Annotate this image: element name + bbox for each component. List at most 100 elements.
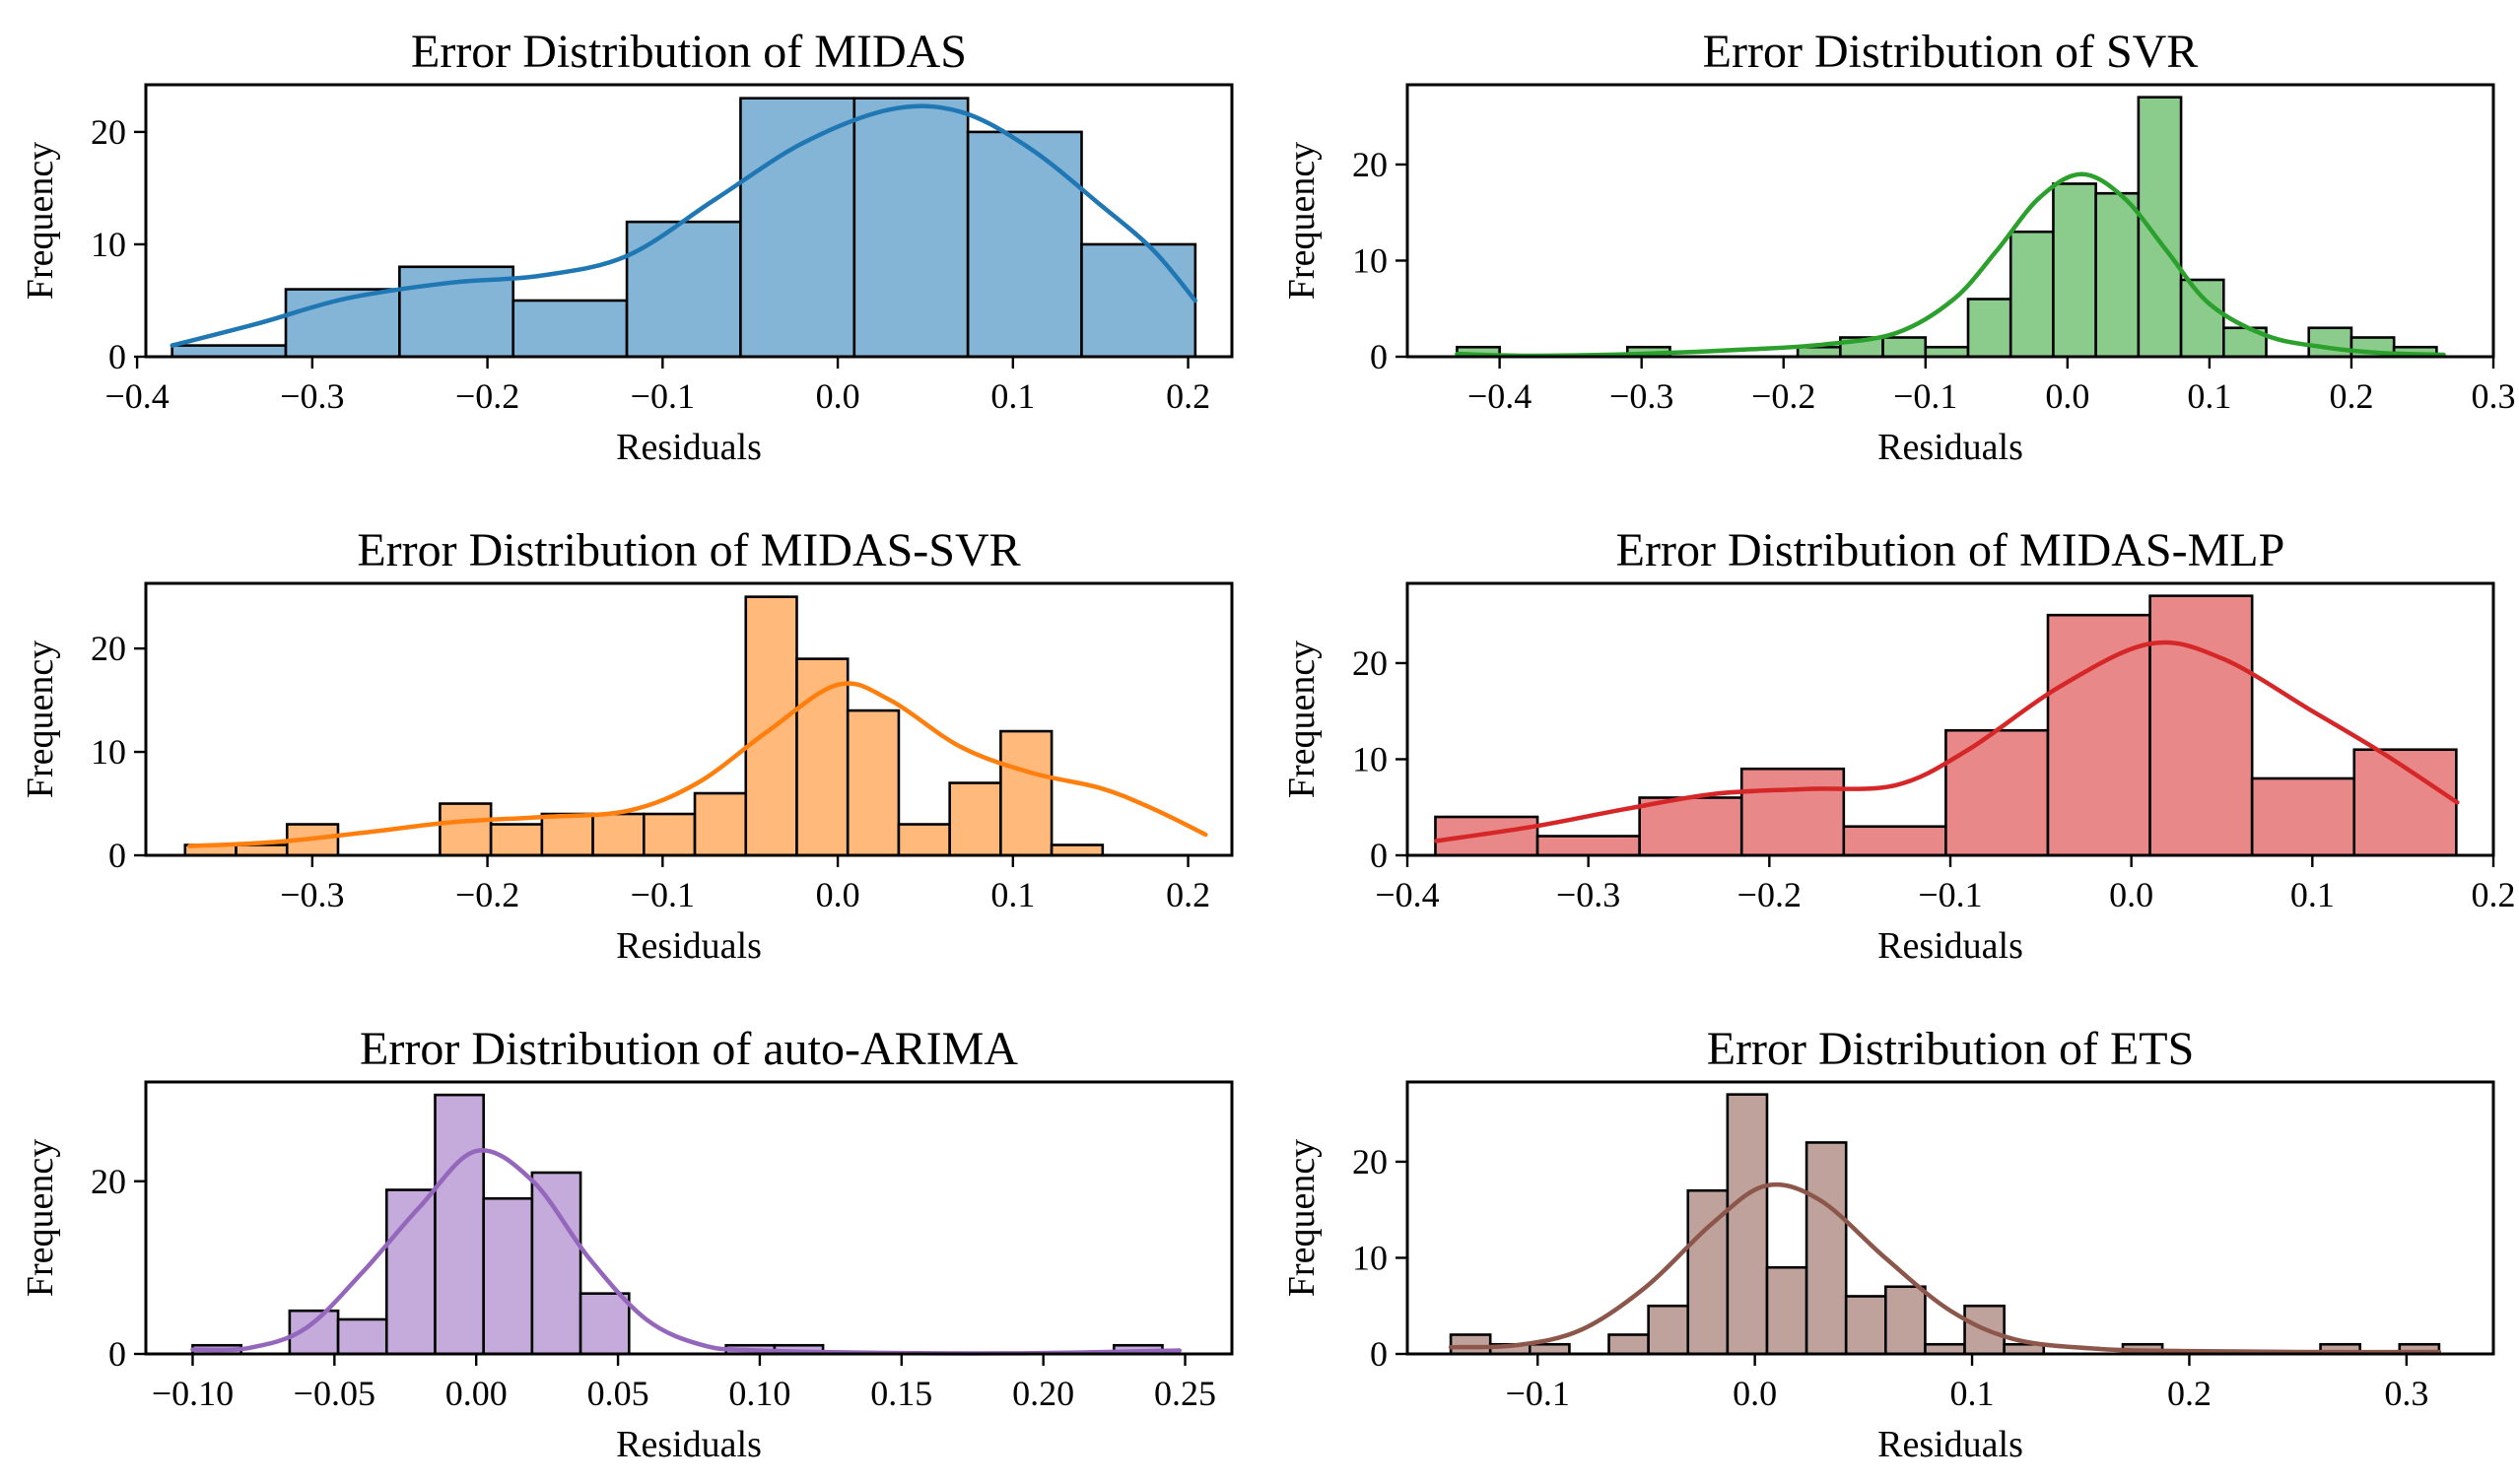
axes-frame [1405, 83, 2495, 359]
axes-frame [144, 1080, 1234, 1356]
x-axis-label: Residuals [1877, 925, 2023, 967]
chart-title: Error Distribution of ETS [1707, 1023, 2195, 1075]
histogram-bar [795, 657, 850, 857]
chart-panel-2: Error Distribution of SVR −0.4 −0.3 −0.2 −0.… [1281, 26, 2516, 468]
x-axis-label: Residuals [616, 1424, 762, 1465]
histogram-bar [2137, 96, 2183, 359]
x-tick-label: −0.1 [1506, 1374, 1570, 1413]
histogram-bar [1884, 1285, 1927, 1356]
y-axis-label: Frequency [1281, 142, 1323, 300]
y-tick-label: 10 [1352, 739, 1388, 778]
chart-panel-5: Error Distribution of auto-ARIMA −0.10 −0.… [20, 1023, 1234, 1465]
histogram-bar [643, 812, 697, 857]
histogram-bar [170, 344, 288, 359]
histogram-bar [852, 97, 970, 359]
histogram-bar [739, 97, 856, 359]
x-tick-label: −0.3 [280, 376, 344, 416]
histogram-bar [1765, 1265, 1808, 1356]
histogram-bar [1739, 767, 1846, 857]
x-tick-label: 0.2 [2167, 1374, 2212, 1413]
y-tick-label: 10 [1352, 240, 1388, 280]
histogram-bar [1080, 242, 1197, 359]
histogram-bar [693, 791, 748, 857]
x-tick-label: 0.1 [2290, 875, 2335, 914]
histogram-bar [1966, 298, 2012, 359]
y-tick-label: 10 [1352, 1238, 1388, 1277]
histogram-bar [336, 1317, 388, 1356]
y-axis-label: Frequency [1281, 1139, 1323, 1297]
chart-title: Error Distribution of MIDAS-MLP [1616, 524, 2285, 576]
x-axis-label: Residuals [616, 427, 762, 468]
histogram-bar [846, 708, 901, 857]
y-tick-label: 0 [1370, 836, 1388, 875]
histogram-bar [511, 299, 629, 359]
y-tick-label: 20 [1352, 1142, 1388, 1181]
histogram-bar [1804, 1141, 1848, 1356]
histogram-bar [482, 1196, 534, 1356]
x-tick-label: −0.2 [455, 875, 519, 914]
x-tick-label: −0.1 [1893, 376, 1957, 416]
histogram-bar [1944, 728, 2050, 857]
x-tick-label: 0.0 [1733, 1374, 1777, 1413]
x-axis-label: Residuals [616, 925, 762, 967]
chart-panel-4: Error Distribution of MIDAS-MLP −0.4 −0.3 −… [1281, 524, 2516, 967]
y-tick-label: 0 [108, 836, 126, 875]
x-tick-label: −0.4 [1467, 376, 1532, 416]
y-tick-label: 0 [1370, 337, 1388, 376]
histogram-bar [591, 812, 646, 857]
kde-curve [1434, 640, 2460, 843]
x-tick-label: −0.1 [631, 376, 695, 416]
x-tick-label: −0.2 [455, 376, 519, 416]
x-axis-label: Residuals [1877, 1424, 2023, 1465]
axes-frame [144, 581, 1234, 857]
chart-title: Error Distribution of auto-ARIMA [360, 1023, 1018, 1075]
histogram-bar [2052, 182, 2097, 359]
histogram-bar [1050, 843, 1105, 857]
x-tick-label: 0.1 [990, 875, 1035, 914]
x-tick-label: 0.2 [2472, 875, 2516, 914]
y-tick-label: 20 [91, 629, 126, 668]
x-tick-label: 0.2 [2329, 376, 2373, 416]
axes-frame [1405, 1080, 2495, 1356]
x-axis-label: Residuals [1877, 427, 2023, 468]
x-tick-label: 0.1 [2187, 376, 2231, 416]
histogram-bar [235, 843, 289, 857]
histogram-bar [1638, 796, 1743, 857]
histogram-bar [2250, 776, 2356, 857]
x-tick-label: 0.2 [1166, 875, 1210, 914]
x-tick-label: −0.4 [1375, 875, 1439, 914]
x-tick-label: −0.1 [631, 875, 695, 914]
chart-panel-1: Error Distribution of MIDAS −0.4 −0.3 −0.2 −… [20, 26, 1234, 468]
y-tick-label: 10 [91, 225, 126, 264]
y-axis-label: Frequency [20, 142, 61, 300]
histogram-bar [1726, 1093, 1769, 1356]
histogram-bar [2046, 613, 2151, 857]
x-tick-label: −0.3 [280, 875, 344, 914]
x-tick-label: 0.25 [1154, 1374, 1216, 1413]
y-tick-label: 20 [1352, 145, 1388, 184]
histogram-bar [1434, 815, 1539, 857]
y-tick-label: 20 [91, 1162, 126, 1201]
chart-title: Error Distribution of MIDAS-SVR [357, 524, 1020, 576]
histogram-bar [2008, 230, 2055, 359]
histogram-bar [1535, 835, 1641, 857]
kde-curve [1448, 1181, 2442, 1355]
x-tick-label: −0.2 [1751, 376, 1815, 416]
chart-panel-3: Error Distribution of MIDAS-SVR −0.3 −0.2 −… [20, 524, 1234, 967]
x-tick-label: 0.1 [1950, 1374, 1995, 1413]
x-tick-label: −0.3 [1556, 875, 1620, 914]
x-tick-label: −0.2 [1737, 875, 1802, 914]
y-axis-label: Frequency [20, 1139, 61, 1297]
y-tick-label: 0 [108, 337, 126, 376]
x-tick-label: −0.3 [1609, 376, 1673, 416]
kde-curve [187, 681, 1208, 848]
chart-panel-6: Error Distribution of ETS −0.1 0.0 0.1 0.2 0.… [1281, 1023, 2495, 1465]
x-tick-label: 0.10 [728, 1374, 790, 1413]
histogram-bar [2094, 191, 2141, 359]
histogram-bar [579, 1292, 631, 1356]
histogram-bar [540, 812, 594, 857]
x-tick-label: 0.1 [990, 376, 1035, 416]
histogram-bar [530, 1171, 582, 1356]
histogram-bar [1607, 1333, 1650, 1356]
chart-title: Error Distribution of SVR [1703, 26, 2199, 78]
